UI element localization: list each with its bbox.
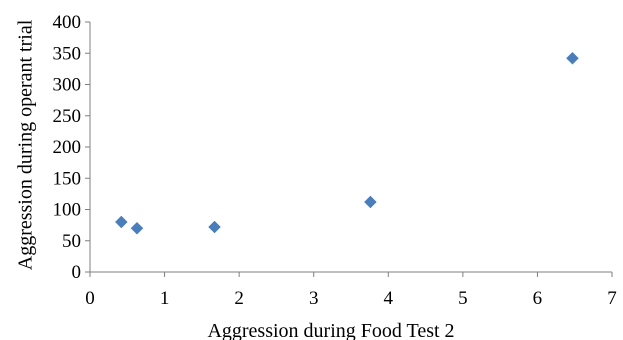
x-tick-label: 7 bbox=[607, 288, 617, 309]
y-tick-label: 0 bbox=[72, 262, 82, 283]
data-points bbox=[114, 51, 579, 235]
x-tick-label: 2 bbox=[234, 288, 244, 309]
x-tick-label: 3 bbox=[309, 288, 319, 309]
data-point-diamond bbox=[114, 215, 128, 229]
y-tick-label: 150 bbox=[53, 168, 82, 189]
y-axis-ticks: 0 50 100 150 200 250 300 350 400 bbox=[53, 12, 90, 283]
y-axis-title: Aggression during operant trial bbox=[15, 19, 37, 270]
y-tick-label: 100 bbox=[53, 200, 82, 221]
x-tick-label: 0 bbox=[85, 288, 95, 309]
data-point-diamond bbox=[566, 51, 579, 65]
x-tick-label: 1 bbox=[160, 288, 170, 309]
x-tick-label: 6 bbox=[533, 288, 543, 309]
data-point-diamond bbox=[130, 221, 144, 235]
y-tick-label: 300 bbox=[53, 75, 82, 96]
x-tick-label: 4 bbox=[384, 288, 394, 309]
y-tick-label: 350 bbox=[53, 43, 82, 64]
y-tick-label: 400 bbox=[53, 12, 82, 33]
x-tick-label: 5 bbox=[458, 288, 468, 309]
y-tick-label: 200 bbox=[53, 137, 82, 158]
y-tick-label: 250 bbox=[53, 106, 82, 127]
x-axis-title: Aggression during Food Test 2 bbox=[207, 320, 454, 340]
data-point-diamond bbox=[208, 220, 221, 234]
x-axis-ticks: 0 1 2 3 4 5 6 7 bbox=[85, 272, 617, 309]
y-tick-label: 50 bbox=[62, 231, 81, 252]
data-point-diamond bbox=[364, 195, 377, 209]
